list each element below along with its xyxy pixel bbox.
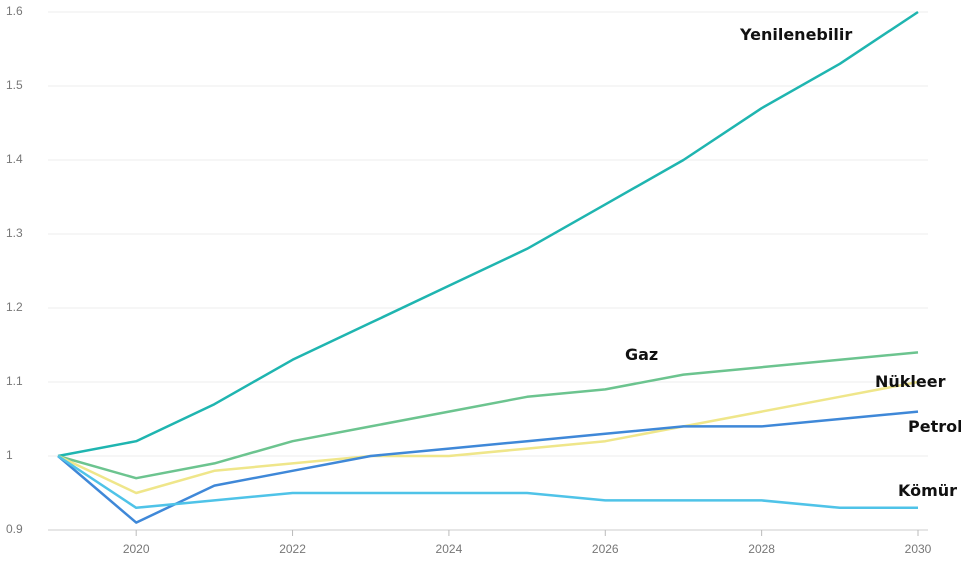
series-label: Kömür [898, 481, 957, 500]
series-line [57, 410, 919, 524]
x-tick-label: 2024 [436, 542, 463, 556]
x-tick-label: 2026 [592, 542, 619, 556]
series-label: Yenilenebilir [739, 25, 852, 44]
x-tick-label: 2030 [905, 542, 932, 556]
y-tick-label: 1.4 [6, 152, 23, 166]
y-tick-label: 0.9 [6, 522, 23, 536]
x-tick-label: 2020 [123, 542, 150, 556]
y-tick-label: 1.5 [6, 78, 23, 92]
series-line [57, 10, 919, 458]
series-line [57, 380, 919, 495]
y-tick-label: 1 [6, 448, 13, 462]
y-tick-label: 1.3 [6, 226, 23, 240]
series-label: Petrol [908, 417, 961, 436]
series-line [57, 351, 919, 480]
series-line [57, 454, 918, 510]
y-tick-label: 1.6 [6, 4, 23, 18]
x-tick-label: 2022 [279, 542, 306, 556]
y-tick-label: 1.1 [6, 374, 23, 388]
series-label: Nükleer [875, 372, 946, 391]
series-label: Gaz [625, 345, 658, 364]
y-tick-label: 1.2 [6, 300, 23, 314]
x-tick-label: 2028 [748, 542, 775, 556]
